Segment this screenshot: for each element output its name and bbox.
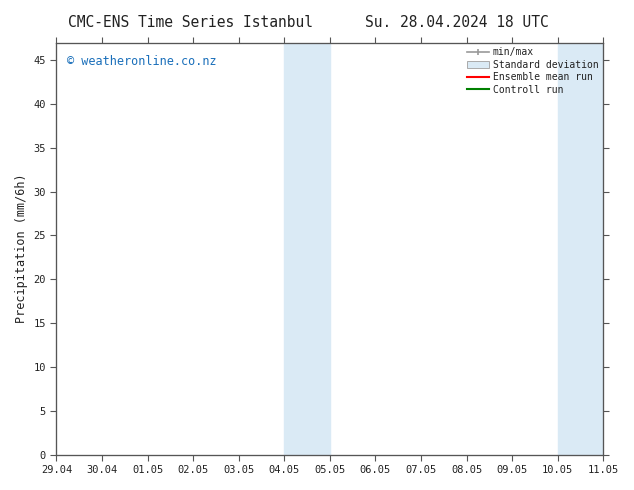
Bar: [558, 43, 604, 455]
Text: CMC-ENS Time Series Istanbul: CMC-ENS Time Series Istanbul: [68, 15, 313, 30]
Bar: [284, 43, 330, 455]
Legend: min/max, Standard deviation, Ensemble mean run, Controll run: min/max, Standard deviation, Ensemble me…: [465, 46, 600, 97]
Text: Su. 28.04.2024 18 UTC: Su. 28.04.2024 18 UTC: [365, 15, 548, 30]
Y-axis label: Precipitation (mm/6h): Precipitation (mm/6h): [15, 174, 28, 323]
Text: © weatheronline.co.nz: © weatheronline.co.nz: [67, 55, 217, 68]
